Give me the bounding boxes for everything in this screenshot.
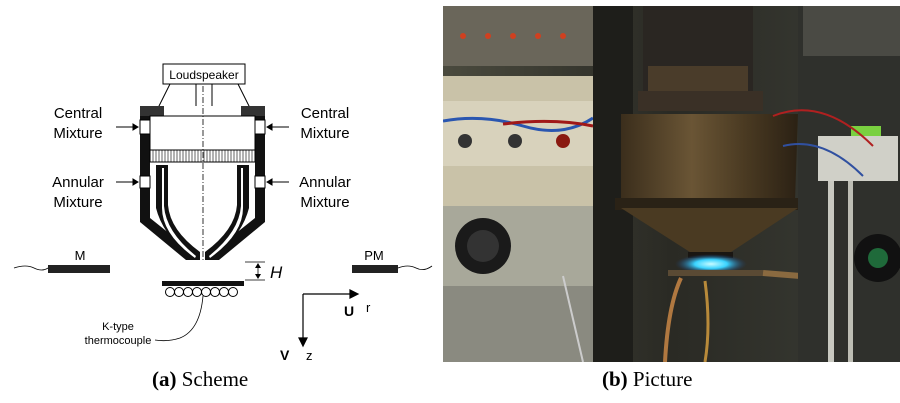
- thermocouple-label-2: thermocouple: [85, 335, 152, 347]
- central-mixture-right-label: Central: [301, 105, 349, 122]
- rack-top-left: [443, 6, 603, 66]
- annular-tube-left: [156, 165, 200, 260]
- flame-glow: [675, 254, 747, 274]
- thermocouple-wire: [154, 295, 204, 342]
- rack-lights: [460, 33, 566, 39]
- plenum-chamber: [149, 115, 256, 151]
- honeycomb-grid: [149, 149, 256, 163]
- scheme-diagram: Loudspeaker Central Mixture Central Mixt…: [13, 63, 433, 363]
- svg-text:Mixture: Mixture: [300, 125, 349, 142]
- pm-cable: [397, 265, 433, 270]
- caption-picture: (b) Picture: [602, 367, 692, 392]
- thermocouple-coils: [165, 287, 238, 297]
- central-inlet-left: [139, 119, 151, 135]
- loudspeaker-box: [162, 63, 246, 85]
- svg-text:Mixture: Mixture: [53, 125, 102, 142]
- inlet-arrows: [116, 123, 289, 186]
- red-cable: [502, 119, 594, 128]
- loudspeaker-label: Loudspeaker: [169, 68, 238, 82]
- annular-wall-left: [140, 172, 150, 212]
- central-wall-left: [140, 116, 150, 172]
- pm-sensor: [352, 265, 398, 273]
- m-sensor: [48, 265, 110, 273]
- caption-picture-text: Picture: [627, 367, 693, 391]
- pm-label: PM: [364, 248, 384, 263]
- burner-cap-right: [241, 106, 265, 116]
- burner-cone: [621, 208, 798, 254]
- burner-photo-illustration: [443, 6, 900, 362]
- caption-picture-tag: (b): [602, 367, 628, 391]
- burner-pot: [621, 114, 798, 201]
- annular-wall-right: [255, 172, 265, 212]
- copper-pipe: [663, 277, 683, 362]
- connectors: [458, 134, 570, 148]
- coordinate-axes: [298, 289, 360, 348]
- central-inlet-right: [254, 119, 266, 135]
- central-mixture-left-label: Central: [54, 105, 102, 122]
- caption-scheme-text: Scheme: [176, 367, 249, 391]
- annular-tube-left-gap: [162, 168, 196, 258]
- annular-inlet-right: [254, 175, 266, 189]
- scheme-panel: Loudspeaker Central Mixture Central Mixt…: [0, 0, 440, 398]
- annular-tube-right: [205, 165, 249, 260]
- annular-mixture-left-label: Annular: [52, 174, 104, 191]
- svg-text:Mixture: Mixture: [53, 194, 102, 211]
- m-label: M: [75, 248, 86, 263]
- burner-cap-left: [140, 106, 164, 116]
- h-label: H: [270, 263, 283, 282]
- m-cable: [13, 265, 49, 271]
- axis-z-label: z: [306, 348, 313, 363]
- axis-r-vector: U: [344, 303, 354, 319]
- blue-cable: [443, 116, 594, 132]
- loudspeaker-wires: [157, 83, 251, 109]
- central-wall-right: [255, 116, 265, 172]
- caption-scheme: (a) Scheme: [152, 367, 248, 392]
- honeycomb-lines: [152, 150, 253, 162]
- annular-tube-right-gap: [209, 168, 243, 258]
- caption-scheme-tag: (a): [152, 367, 177, 391]
- axis-z-vector: V: [280, 347, 290, 363]
- impingement-plate-photo: [668, 270, 763, 276]
- impingement-plate: [162, 281, 244, 286]
- burner-photo: [443, 6, 900, 362]
- axis-r-label: r: [366, 300, 371, 315]
- annular-mixture-right-label: Annular: [299, 174, 351, 191]
- svg-text:Mixture: Mixture: [300, 194, 349, 211]
- annular-inlet-left: [139, 175, 151, 189]
- thermocouple-label-1: K-type: [102, 321, 134, 333]
- h-dimension: [245, 261, 265, 281]
